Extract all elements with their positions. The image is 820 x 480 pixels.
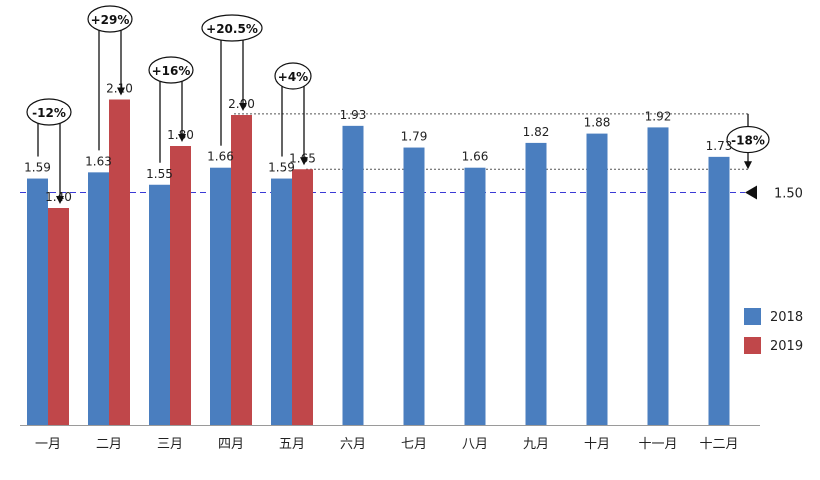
x-tick-label-12: 十二月 [699, 437, 738, 452]
annotation-label-1: -12% [32, 106, 66, 120]
bar-2019-5 [292, 169, 313, 425]
change-annotations: -12% +29% +16% +20.5% +4% [26, 5, 312, 204]
bar-2018-7 [403, 147, 425, 426]
value-label-2018-2: 1.63 [85, 154, 112, 168]
x-tick-label-6: 六月 [340, 437, 366, 452]
bar-2018-10 [586, 133, 608, 425]
value-label-2018-4: 1.66 [207, 150, 234, 164]
bar-2018-5 [271, 178, 292, 425]
bar-2018-2 [88, 172, 109, 425]
value-label-2018-8: 1.66 [462, 150, 489, 164]
x-tick-label-2: 二月 [96, 437, 122, 452]
reference-arrow-icon [745, 185, 757, 200]
x-tick-label-10: 十月 [584, 437, 610, 452]
bars-group [27, 99, 730, 426]
bar-2019-3 [170, 146, 191, 425]
annotation-label-4: +20.5% [206, 22, 258, 36]
value-label-2018-1: 1.59 [24, 161, 51, 175]
bar-2018-9 [525, 142, 547, 425]
value-label-2018-6: 1.93 [340, 108, 367, 122]
x-tick-label-7: 七月 [401, 437, 427, 452]
annotation-bubble-2 [87, 5, 133, 33]
bar-2019-1 [48, 208, 69, 425]
annotation-bubble-1 [26, 98, 72, 126]
x-tick-label-9: 九月 [523, 437, 549, 452]
bar-2018-1 [27, 178, 48, 425]
bar-2019-2 [109, 99, 130, 425]
value-label-2018-9: 1.82 [523, 125, 550, 139]
legend-swatch-2018 [744, 308, 761, 325]
bar-2018-8 [464, 167, 486, 425]
annotation-arrow-icon-1 [56, 196, 64, 204]
x-tick-label-11: 十一月 [638, 437, 677, 452]
annotation-bubble-5 [274, 62, 312, 90]
annotation-bubble-3 [148, 56, 194, 84]
x-tick-label-1: 一月 [35, 437, 61, 452]
annotation-arrow-icon-2 [117, 87, 125, 96]
bar-2018-6 [342, 125, 364, 425]
value-label-2018-10: 1.88 [584, 116, 611, 130]
bar-2019-4 [231, 115, 252, 425]
value-label-2018-3: 1.55 [146, 167, 173, 181]
value-label-2018-11: 1.92 [645, 109, 672, 123]
bar-2018-3 [149, 184, 170, 425]
legend-label-2019: 2019 [770, 339, 803, 354]
reference-line-label: 1.50 [774, 187, 803, 202]
annotation-label-3: +16% [152, 64, 191, 78]
value-label-2018-12: 1.73 [706, 139, 733, 153]
range-bubble [726, 125, 770, 154]
x-tick-label-4: 四月 [218, 437, 244, 452]
range-annotation-label: -18% [731, 134, 765, 148]
legend: 2018 2019 [744, 308, 803, 354]
x-tick-labels: 一月 二月 三月 四月 五月 六月 七月 八月 九月 十月 十一月 十二月 [35, 437, 739, 452]
annotation-bubble-4 [201, 14, 263, 42]
bar-2018-12 [708, 156, 730, 425]
legend-label-2018: 2018 [770, 310, 803, 325]
annotation-arrow-icon-5 [300, 157, 308, 166]
annotation-arrow-icon-4 [239, 103, 247, 111]
reference-line-group: 1.50 [20, 185, 803, 202]
value-label-2018-7: 1.79 [401, 130, 428, 144]
value-label-2018-5: 1.59 [268, 161, 295, 175]
annotation-arrow-icon-3 [178, 134, 186, 142]
bar-2018-11 [647, 127, 669, 426]
x-tick-label-3: 三月 [157, 437, 183, 452]
annotation-label-5: +4% [278, 70, 308, 84]
value-labels: 1.591.401.632.101.551.801.662.001.591.65… [24, 82, 732, 205]
x-tick-label-8: 八月 [462, 437, 488, 452]
range-arrow-icon [744, 161, 752, 170]
x-tick-label-5: 五月 [279, 437, 305, 452]
legend-swatch-2019 [744, 337, 761, 354]
bar-2018-4 [210, 167, 231, 425]
annotation-label-2: +29% [91, 13, 130, 27]
